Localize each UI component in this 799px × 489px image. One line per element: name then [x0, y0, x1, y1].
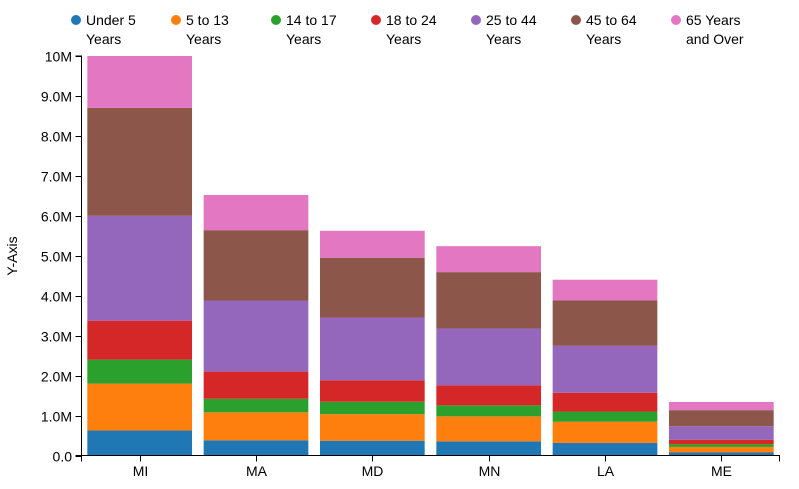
y-tick-label: 5.0M [41, 249, 72, 265]
y-tick-label: 9.0M [41, 89, 72, 105]
bar-segment-me-45-to-64-years [668, 410, 774, 427]
bar-segment-la-14-to-17-years [552, 411, 658, 422]
bar-segment-mi-5-to-13-years [87, 383, 193, 431]
bar-segment-la-under-5-years [552, 442, 658, 456]
x-axis: MI MA MD MN LA ME [81, 455, 780, 479]
bar-segment-me-65-years-and-over [668, 401, 774, 411]
legend-item-25-to-44-years: 25 to 44 Years [471, 12, 537, 47]
x-tick-label: LA [597, 463, 615, 479]
legend-item-18-to-24-years: 18 to 24 Years [371, 12, 437, 47]
bar-segment-mn-18-to-24-years [436, 385, 542, 406]
bar-segment-md-45-to-64-years [319, 257, 425, 318]
bar-segment-me-14-to-17-years [668, 444, 774, 447]
bar-segment-ma-45-to-64-years [203, 230, 309, 301]
x-tick-label: MI [133, 463, 149, 479]
bar-segment-me-25-to-44-years [668, 426, 774, 440]
legend-swatch [271, 15, 281, 25]
bar-segment-mn-45-to-64-years [436, 272, 542, 329]
bar-segment-md-under-5-years [319, 440, 425, 456]
bar-segment-mn-25-to-44-years [436, 328, 542, 386]
y-tick-label: 1.0M [41, 409, 72, 425]
y-tick-label: 3.0M [41, 329, 72, 345]
legend-swatch [671, 15, 681, 25]
legend-label: 25 to 44 Years [486, 12, 537, 47]
bar-segment-mi-65-years-and-over [87, 56, 193, 108]
y-tick-label: 4.0M [41, 289, 72, 305]
x-tick-label: MD [362, 463, 384, 479]
legend-swatch [571, 15, 581, 25]
legend-label: Under 5 Years [86, 12, 136, 47]
legend-item-under-5-years: Under 5 Years [71, 12, 136, 47]
bar-segment-ma-65-years-and-over [203, 195, 309, 231]
legend-item-45-to-64-years: 45 to 64 Years [571, 12, 637, 47]
legend-item-5-to-13-years: 5 to 13 Years [171, 12, 229, 47]
x-tick-label: MA [246, 463, 268, 479]
bar-segment-mi-14-to-17-years [87, 359, 193, 384]
x-axis-line [81, 455, 780, 462]
legend-label: 5 to 13 Years [186, 12, 229, 47]
bar-segment-mn-5-to-13-years [436, 416, 542, 442]
bars [87, 56, 774, 456]
y-axis-line [75, 55, 82, 456]
legend-swatch [71, 15, 81, 25]
bar-segment-ma-14-to-17-years [203, 398, 309, 413]
y-tick-label: 8.0M [41, 129, 72, 145]
bar-segment-me-18-to-24-years [668, 439, 774, 445]
y-tick-label: 7.0M [41, 169, 72, 185]
y-axis-title: Y-Axis [4, 236, 20, 275]
legend-item-65-years-and-over: 65 Years and Over [671, 12, 744, 47]
bar-segment-la-25-to-44-years [552, 345, 658, 393]
x-tick-label: MN [479, 463, 501, 479]
y-tick-label: 2.0M [41, 369, 72, 385]
bar-segment-la-18-to-24-years [552, 392, 658, 412]
y-tick-label: 10M [45, 49, 72, 65]
bar-segment-mn-14-to-17-years [436, 405, 542, 417]
bar-segment-md-25-to-44-years [319, 317, 425, 381]
legend-label: 14 to 17 Years [286, 12, 337, 47]
bar-segment-ma-under-5-years [203, 440, 309, 456]
legend-label: 45 to 64 Years [586, 12, 637, 47]
legend-swatch [471, 15, 481, 25]
bar-segment-mi-25-to-44-years [87, 215, 193, 321]
legend-label: 65 Years and Over [686, 12, 744, 47]
y-axis: 0.0 1.0M 2.0M 3.0M 4.0M 5.0M 6.0M 7.0M 8.0M 9.0M 1… [41, 49, 82, 465]
x-tick-label: ME [711, 463, 732, 479]
bar-segment-me-5-to-13-years [668, 446, 774, 453]
legend-item-14-to-17-years: 14 to 17 Years [271, 12, 337, 47]
bar-segment-mn-65-years-and-over [436, 246, 542, 273]
legend: Under 5 Years 5 to 13 Years 14 to 17 Years 18 … [71, 12, 744, 47]
bar-segment-mn-under-5-years [436, 441, 542, 456]
legend-swatch [371, 15, 381, 25]
bar-segment-la-5-to-13-years [552, 421, 658, 443]
y-tick-label: 6.0M [41, 209, 72, 225]
legend-label: 18 to 24 Years [386, 12, 437, 47]
bar-segment-mi-18-to-24-years [87, 320, 193, 360]
bar-segment-ma-18-to-24-years [203, 371, 309, 399]
bar-segment-mi-under-5-years [87, 430, 193, 456]
legend-swatch [171, 15, 181, 25]
bar-segment-la-45-to-64-years [552, 300, 658, 346]
bar-segment-md-18-to-24-years [319, 380, 425, 402]
bar-segment-md-14-to-17-years [319, 401, 425, 415]
bar-segment-ma-5-to-13-years [203, 412, 309, 441]
y-tick-label: 0.0 [53, 449, 73, 465]
bar-segment-ma-25-to-44-years [203, 300, 309, 372]
bar-segment-la-65-years-and-over [552, 279, 658, 301]
bar-segment-md-5-to-13-years [319, 414, 425, 441]
bar-segment-md-65-years-and-over [319, 230, 425, 258]
bar-segment-mi-45-to-64-years [87, 107, 193, 216]
bar-segment-me-under-5-years [668, 452, 774, 456]
